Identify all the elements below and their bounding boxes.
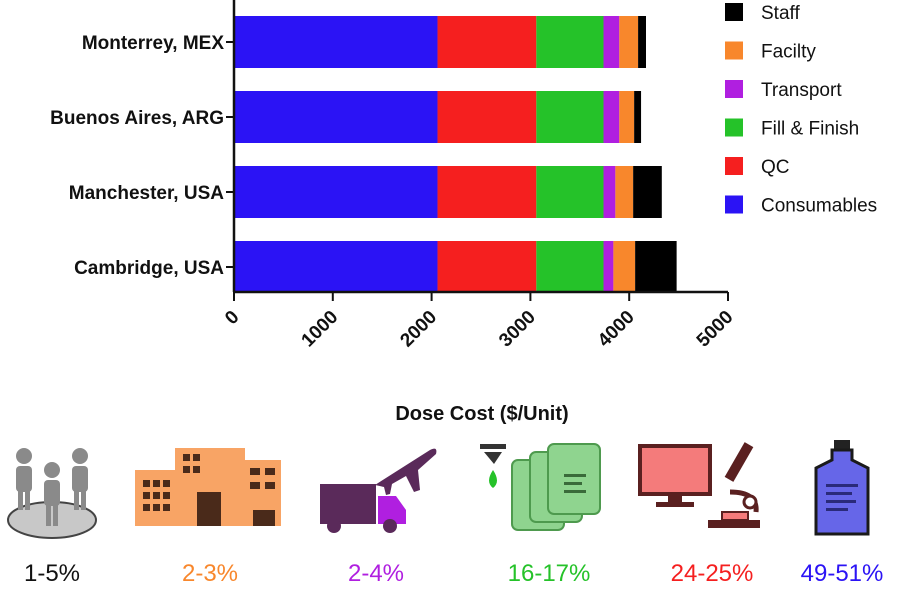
monitor-microscope-icon	[638, 442, 760, 528]
legend-label: Transport	[761, 80, 842, 101]
cost-icon-row	[0, 440, 915, 540]
building-icon	[135, 448, 281, 526]
bar-segment	[234, 241, 438, 293]
bar-segment	[615, 166, 634, 218]
x-axis-title: Dose Cost ($/Unit)	[395, 403, 568, 425]
bar-segment	[437, 91, 537, 143]
legend-label: QC	[761, 157, 790, 178]
legend-swatch	[725, 157, 743, 175]
bar-segment	[619, 16, 639, 68]
category-label: Monterrey, MEX	[82, 33, 225, 54]
pct-qc: 24-25%	[670, 560, 754, 587]
legend-swatch	[725, 118, 743, 137]
x-tick-label: 4000	[594, 307, 639, 352]
bar-segment	[536, 91, 604, 143]
x-tick-label: 2000	[396, 307, 441, 352]
legend-swatch	[725, 41, 743, 60]
people-icon	[7, 448, 97, 539]
legend-swatch	[725, 195, 743, 214]
legend-swatch	[725, 3, 743, 21]
pct-consumables: 49-51%	[800, 560, 884, 587]
bar-segment	[634, 91, 642, 143]
pct-facility: 2-3%	[181, 560, 239, 587]
category-label: Cambridge, USA	[74, 258, 224, 279]
bar-segment	[536, 16, 604, 68]
bar-segment	[234, 16, 438, 68]
x-tick-label: 0	[221, 307, 243, 329]
bar-segment	[234, 91, 438, 143]
legend-swatch	[725, 80, 743, 98]
bar-segment	[633, 166, 662, 218]
bar-segment	[603, 241, 614, 293]
pct-fill-finish: 16-17%	[507, 560, 591, 587]
category-label: Buenos Aires, ARG	[50, 108, 224, 129]
bars-layer	[234, 16, 677, 293]
documents-dropper-icon	[480, 443, 601, 531]
legend-label: Consumables	[761, 196, 877, 217]
bar-segment	[437, 241, 537, 293]
bar-segment	[437, 16, 537, 68]
legend: Staff Facilty Transport Fill & Finish QC Cons…	[725, 3, 877, 217]
pct-staff: 1-5%	[23, 560, 81, 587]
bar-segment	[536, 241, 604, 293]
legend-label: Facilty	[761, 42, 816, 63]
x-tick-label: 3000	[495, 307, 540, 352]
category-labels: Monterrey, MEX Buenos Aires, ARG Mancheste…	[50, 33, 234, 279]
bar-segment	[603, 91, 620, 143]
legend-label: Fill & Finish	[761, 119, 859, 140]
bar-segment	[603, 16, 620, 68]
x-tick-labels: 0 1000 2000 3000 4000 5000	[221, 292, 738, 352]
bar-segment	[234, 166, 438, 218]
bar-segment	[536, 166, 604, 218]
x-tick-label: 5000	[693, 307, 738, 352]
bar-segment	[635, 241, 677, 293]
bottle-icon	[814, 440, 870, 536]
bar-segment	[638, 16, 646, 68]
bar-segment	[437, 166, 537, 218]
bar-segment	[603, 166, 616, 218]
legend-label: Staff	[761, 3, 800, 24]
pct-transport: 2-4%	[347, 560, 405, 587]
x-tick-label: 1000	[298, 307, 343, 352]
truck-plane-icon	[320, 448, 437, 533]
stacked-bar-chart: Monterrey, MEX Buenos Aires, ARG Mancheste…	[50, 0, 877, 425]
category-label: Manchester, USA	[69, 183, 224, 204]
bar-segment	[619, 91, 635, 143]
bar-segment	[613, 241, 636, 293]
